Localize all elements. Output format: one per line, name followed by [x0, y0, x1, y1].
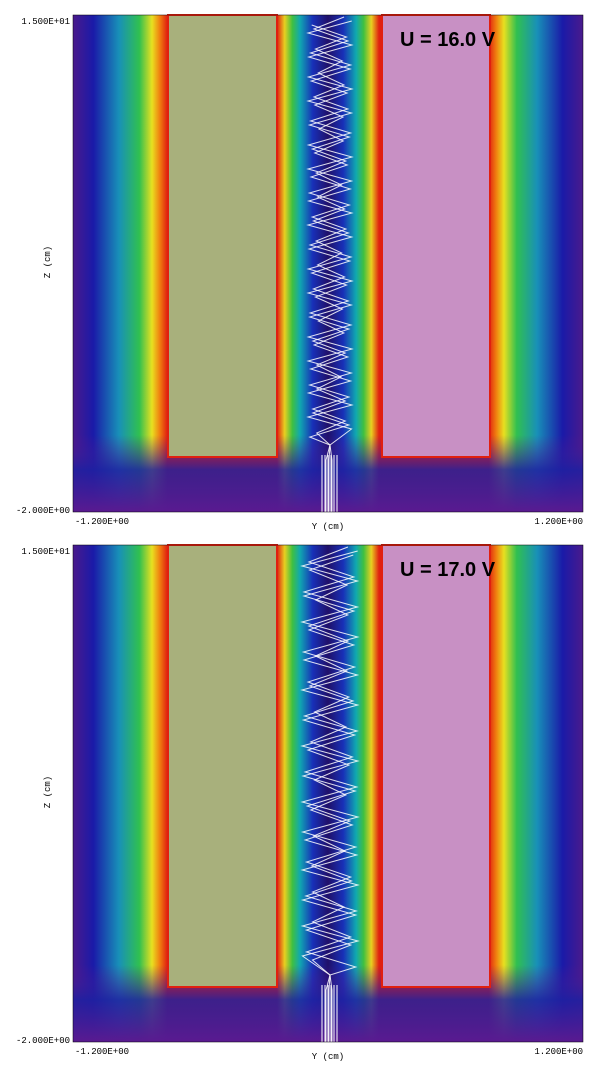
y-tick-label: 1.500E+01: [21, 547, 70, 557]
x-tick-label: 1.200E+00: [534, 1047, 583, 1057]
x-axis-title: Y (cm): [312, 1052, 344, 1062]
trajectory: [306, 16, 354, 512]
voltage-label: U = 16.0 V: [400, 29, 496, 51]
trajectory: [306, 24, 354, 512]
y-tick-label: -2.000E+00: [16, 506, 70, 516]
plot-frame: [72, 14, 584, 513]
y-tick-label: 1.500E+01: [21, 17, 70, 27]
electrode-left: [167, 544, 278, 988]
plot-frame: [72, 544, 584, 1043]
plot-panel: U = 16.0 V 1.500E+01 -2.000E+00 -1.200E+00 1…: [16, 14, 584, 532]
y-tick-label: -2.000E+00: [16, 1036, 70, 1046]
trajectory: [300, 554, 360, 1042]
y-axis-title: Z (cm): [43, 246, 53, 278]
trajectory: [300, 550, 360, 1042]
electrode-right: [381, 14, 491, 458]
x-tick-label: -1.200E+00: [75, 517, 129, 527]
x-tick-label: -1.200E+00: [75, 1047, 129, 1057]
voltage-label: U = 17.0 V: [400, 559, 496, 581]
y-axis-title: Z (cm): [43, 776, 53, 808]
trajectory: [300, 546, 360, 1042]
field-map: [73, 545, 583, 1042]
x-tick-label: 1.200E+00: [534, 517, 583, 527]
electrode-left: [167, 14, 278, 458]
trajectory: [306, 20, 354, 512]
electrode-right: [381, 544, 491, 988]
plot-panel: U = 17.0 V 1.500E+01 -2.000E+00 -1.200E+00 1…: [16, 544, 584, 1062]
x-axis-title: Y (cm): [312, 522, 344, 532]
